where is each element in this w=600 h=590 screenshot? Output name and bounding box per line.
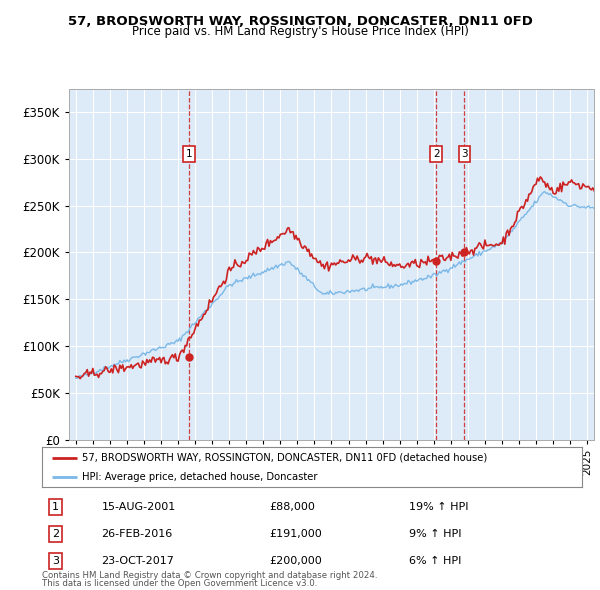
Text: £88,000: £88,000 <box>269 502 314 512</box>
Text: 2: 2 <box>433 149 440 159</box>
Text: Price paid vs. HM Land Registry's House Price Index (HPI): Price paid vs. HM Land Registry's House … <box>131 25 469 38</box>
Text: 19% ↑ HPI: 19% ↑ HPI <box>409 502 469 512</box>
Text: 57, BRODSWORTH WAY, ROSSINGTON, DONCASTER, DN11 0FD (detached house): 57, BRODSWORTH WAY, ROSSINGTON, DONCASTE… <box>83 453 488 463</box>
Text: Contains HM Land Registry data © Crown copyright and database right 2024.: Contains HM Land Registry data © Crown c… <box>42 571 377 580</box>
Text: £200,000: £200,000 <box>269 556 322 566</box>
Text: 57, BRODSWORTH WAY, ROSSINGTON, DONCASTER, DN11 0FD: 57, BRODSWORTH WAY, ROSSINGTON, DONCASTE… <box>68 15 532 28</box>
Text: This data is licensed under the Open Government Licence v3.0.: This data is licensed under the Open Gov… <box>42 579 317 588</box>
Text: 9% ↑ HPI: 9% ↑ HPI <box>409 529 462 539</box>
Text: 6% ↑ HPI: 6% ↑ HPI <box>409 556 461 566</box>
Text: HPI: Average price, detached house, Doncaster: HPI: Average price, detached house, Donc… <box>83 472 318 481</box>
Text: £191,000: £191,000 <box>269 529 322 539</box>
Text: 1: 1 <box>52 502 59 512</box>
Text: 26-FEB-2016: 26-FEB-2016 <box>101 529 173 539</box>
Text: 2: 2 <box>52 529 59 539</box>
Text: 23-OCT-2017: 23-OCT-2017 <box>101 556 174 566</box>
Text: 3: 3 <box>461 149 468 159</box>
Text: 1: 1 <box>185 149 192 159</box>
Text: 3: 3 <box>52 556 59 566</box>
Text: 15-AUG-2001: 15-AUG-2001 <box>101 502 176 512</box>
